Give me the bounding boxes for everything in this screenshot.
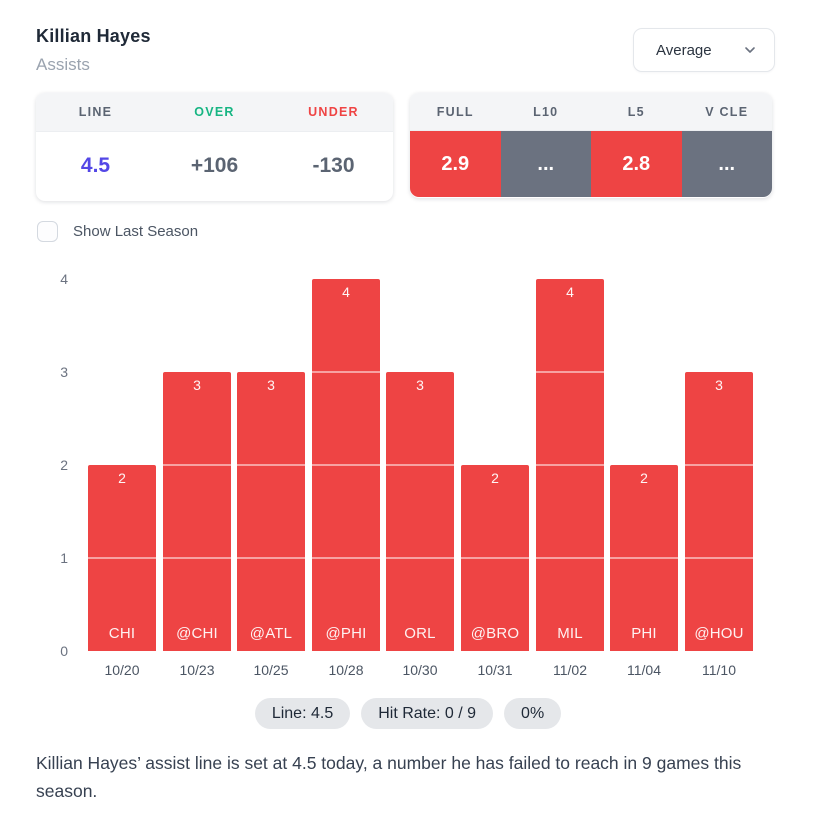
chart-stat-badges: Line: 4.5 Hit Rate: 0 / 9 0% bbox=[0, 698, 816, 729]
chart-bar-at-atl: 3 @ATL bbox=[237, 372, 305, 651]
splits-panel: FULL L10 L5 V CLE 2.9... 2.8... bbox=[410, 93, 772, 198]
date-label-11-04: 11/04 bbox=[627, 662, 661, 678]
bar-segment-line bbox=[312, 464, 380, 466]
date-label-11-02: 11/02 bbox=[553, 662, 587, 678]
show-last-season-checkbox[interactable] bbox=[37, 221, 58, 242]
bar-segment-line bbox=[536, 557, 604, 559]
chart-bar-at-phi: 4 @PHI bbox=[312, 279, 380, 651]
splits-value-l10: ... bbox=[500, 131, 591, 197]
bar-segment-line bbox=[386, 464, 454, 466]
bar-segment-line bbox=[163, 557, 231, 559]
show-last-season-toggle: Show Last Season bbox=[37, 221, 198, 242]
odds-value-under: -130 bbox=[312, 154, 355, 177]
bar-segment-line bbox=[163, 464, 231, 466]
odds-value-over: +106 bbox=[190, 154, 239, 177]
odds-header-under: UNDER bbox=[308, 105, 359, 119]
bar-opponent-label: MIL bbox=[557, 625, 583, 642]
show-last-season-label: Show Last Season bbox=[73, 223, 199, 240]
bar-value-label: 2 bbox=[640, 470, 648, 486]
bar-opponent-label: ORL bbox=[404, 625, 436, 642]
bar-opponent-label: @ATL bbox=[249, 625, 293, 642]
chevron-down-icon bbox=[742, 42, 758, 58]
splits-panel-header: FULL L10 L5 V CLE bbox=[410, 93, 772, 131]
y-axis-tick-1: 1 bbox=[60, 550, 68, 566]
bar-segment-line bbox=[88, 557, 156, 559]
bar-value-label: 3 bbox=[193, 377, 201, 393]
y-axis-tick-4: 4 bbox=[60, 271, 68, 287]
page-header: Killian Hayes Assists bbox=[36, 26, 151, 75]
odds-value-line: 4.5 bbox=[80, 154, 111, 177]
bar-opponent-label: @PHI bbox=[325, 625, 367, 642]
bar-value-label: 2 bbox=[118, 470, 126, 486]
bar-opponent-label: @CHI bbox=[176, 625, 218, 642]
date-label-10-30: 10/30 bbox=[402, 662, 438, 678]
chart-bar-phi: 2 PHI bbox=[610, 465, 678, 651]
bar-value-label: 3 bbox=[416, 377, 424, 393]
bar-value-label: 4 bbox=[342, 284, 350, 300]
splits-value-full: 2.9 bbox=[410, 131, 501, 197]
chart-bar-at-chi: 3 @CHI bbox=[163, 372, 231, 651]
splits-header-full: FULL bbox=[436, 104, 474, 119]
bar-segment-line bbox=[536, 371, 604, 373]
chart-bar-chi: 2 CHI bbox=[88, 465, 156, 651]
date-label-10-28: 10/28 bbox=[328, 662, 364, 678]
y-axis-tick-3: 3 bbox=[60, 364, 68, 380]
summary-text: Killian Hayes’ assist line is set at 4.5… bbox=[36, 753, 742, 801]
odds-panel: LINE OVER UNDER 4.5 +106 -130 bbox=[36, 93, 393, 201]
bar-opponent-label: CHI bbox=[108, 625, 136, 642]
bar-segment-line bbox=[386, 557, 454, 559]
date-label-10-25: 10/25 bbox=[253, 662, 289, 678]
bar-opponent-label: PHI bbox=[631, 625, 657, 642]
bar-segment-line bbox=[237, 464, 305, 466]
bar-segment-line bbox=[312, 371, 380, 373]
bar-segment-line bbox=[312, 557, 380, 559]
player-name: Killian Hayes bbox=[36, 26, 151, 46]
assists-bar-chart: 0 1 2 3 4 2 CHI 3 @CHI 3 @ATL 4 @PHI 3 ORL 2 @BRO 4 MIL 2 PH… bbox=[0, 271, 816, 659]
average-dropdown-label: Average bbox=[656, 41, 712, 59]
bar-opponent-label: @HOU bbox=[694, 625, 744, 642]
stat-name: Assists bbox=[36, 55, 90, 74]
splits-header-l10: L10 bbox=[533, 104, 559, 119]
line-badge: Line: 4.5 bbox=[254, 698, 351, 729]
chart-bar-mil: 4 MIL bbox=[536, 279, 604, 651]
odds-panel-values: 4.5 +106 -130 bbox=[36, 132, 393, 200]
date-label-10-31: 10/31 bbox=[477, 662, 513, 678]
hit-percentage-badge: 0% bbox=[504, 698, 562, 729]
bar-segment-line bbox=[685, 557, 753, 559]
chart-bar-at-bro: 2 @BRO bbox=[461, 465, 529, 651]
bar-value-label: 3 bbox=[267, 377, 275, 393]
bar-segment-line bbox=[461, 557, 529, 559]
bar-segment-line bbox=[536, 464, 604, 466]
chart-bar-at-hou: 3 @HOU bbox=[685, 372, 753, 651]
splits-value-v-cle: ... bbox=[681, 131, 772, 197]
splits-header-l5: L5 bbox=[627, 104, 645, 119]
hit-rate-badge: Hit Rate: 0 / 9 bbox=[361, 698, 494, 729]
bar-value-label: 2 bbox=[491, 470, 499, 486]
date-label-11-10: 11/10 bbox=[702, 662, 736, 678]
bar-opponent-label: @BRO bbox=[470, 625, 520, 642]
bar-segment-line bbox=[237, 557, 305, 559]
splits-header-v-cle: V CLE bbox=[705, 104, 749, 119]
chart-date-axis: 10/20 10/23 10/25 10/28 10/30 10/31 11/02 11/04… bbox=[0, 662, 816, 682]
y-axis-tick-2: 2 bbox=[60, 457, 68, 473]
average-dropdown[interactable]: Average bbox=[633, 28, 775, 72]
odds-header-line: LINE bbox=[78, 105, 113, 119]
date-label-10-23: 10/23 bbox=[179, 662, 215, 678]
chart-bar-orl: 3 ORL bbox=[386, 372, 454, 651]
splits-value-l5: 2.8 bbox=[591, 131, 682, 197]
bar-value-label: 4 bbox=[566, 284, 574, 300]
bar-value-label: 3 bbox=[715, 377, 723, 393]
odds-panel-header: LINE OVER UNDER bbox=[36, 93, 393, 132]
bar-segment-line bbox=[610, 557, 678, 559]
splits-panel-values: 2.9... 2.8... bbox=[410, 131, 772, 197]
odds-header-over: OVER bbox=[194, 105, 235, 119]
bar-segment-line bbox=[685, 464, 753, 466]
date-label-10-20: 10/20 bbox=[104, 662, 140, 678]
y-axis-tick-0: 0 bbox=[60, 643, 68, 659]
